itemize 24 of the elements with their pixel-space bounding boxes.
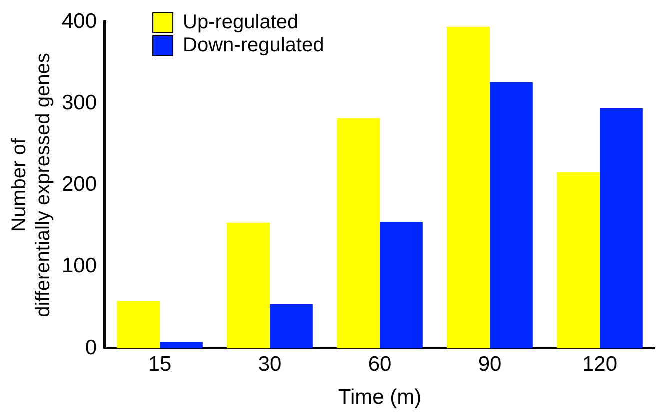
y-tick-label: 100 xyxy=(62,254,98,278)
bar xyxy=(380,222,423,349)
bar xyxy=(270,304,313,349)
y-tick-label: 300 xyxy=(62,91,98,114)
y-tick-label: 0 xyxy=(85,336,98,360)
bar xyxy=(337,118,380,349)
x-tick-label: 60 xyxy=(368,352,392,376)
legend-label: Up-regulated xyxy=(183,12,299,34)
bar xyxy=(227,222,270,349)
bar xyxy=(160,342,203,349)
x-tick-label: 30 xyxy=(258,352,282,376)
y-axis-title: Number of differentially expressed genes xyxy=(8,53,55,318)
bar xyxy=(117,301,160,349)
bar xyxy=(447,26,490,349)
x-tick-label: 15 xyxy=(148,352,172,376)
legend-label: Down-regulated xyxy=(183,34,324,57)
x-tick-label: 120 xyxy=(582,352,618,376)
x-axis-title: Time (m) xyxy=(338,386,422,410)
bar xyxy=(490,82,533,349)
y-tick-label: 200 xyxy=(62,173,98,196)
bar xyxy=(557,172,600,349)
y-tick-label: 400 xyxy=(62,10,98,33)
x-tick-label: 90 xyxy=(478,352,502,376)
bar xyxy=(600,108,643,349)
